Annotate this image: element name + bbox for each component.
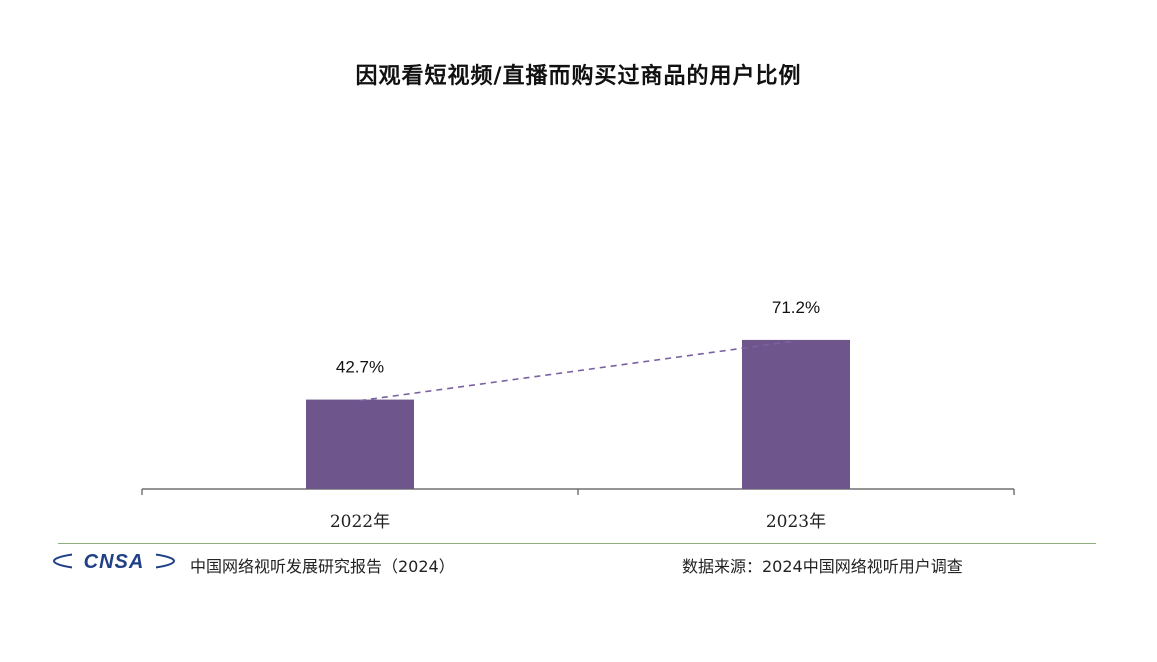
data-source: 数据来源：2024中国网络视听用户调查 [682, 557, 963, 576]
x-tick-label: 2023年 [766, 512, 826, 532]
data-label: 42.7% [336, 358, 384, 377]
bar-2023年 [742, 339, 850, 489]
report-name: 中国网络视听发展研究报告（2024） [190, 557, 455, 576]
data-label: 71.2% [772, 298, 820, 317]
svg-text:CNSA: CNSA [84, 551, 145, 573]
bar-2022年 [306, 399, 414, 489]
cnsa-logo: CNSA [53, 551, 175, 573]
footer-divider [58, 543, 1096, 544]
x-tick-label: 2022年 [330, 512, 390, 532]
bar-chart: 42.7% 2022年 71.2% 2023年 [141, 298, 1015, 532]
chart-title: 因观看短视频/直播而购买过商品的用户比例 [355, 64, 802, 89]
trend-line [359, 340, 797, 402]
